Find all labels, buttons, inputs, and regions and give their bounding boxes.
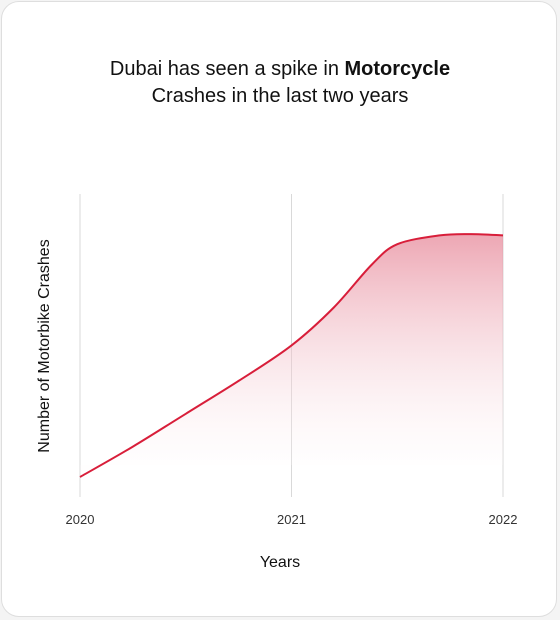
y-axis-label: Number of Motorbike Crashes [36, 239, 53, 453]
series-line [79, 233, 504, 478]
area-fill [80, 234, 503, 477]
title-text-bold: Motorcycle [344, 58, 451, 80]
title-text-part2: Crashes in the last two years [151, 85, 409, 107]
x-tick-label-2020: 2020 [65, 512, 95, 527]
title-text-part1: Dubai has seen a spike in [109, 58, 345, 80]
chart-title: Dubai has seen a spike in Motorcycle Cra… [2, 56, 558, 110]
x-axis-label: Years [259, 554, 301, 571]
x-tick-label-2021: 2021 [277, 512, 306, 527]
x-tick-label-2022: 2022 [488, 512, 518, 527]
